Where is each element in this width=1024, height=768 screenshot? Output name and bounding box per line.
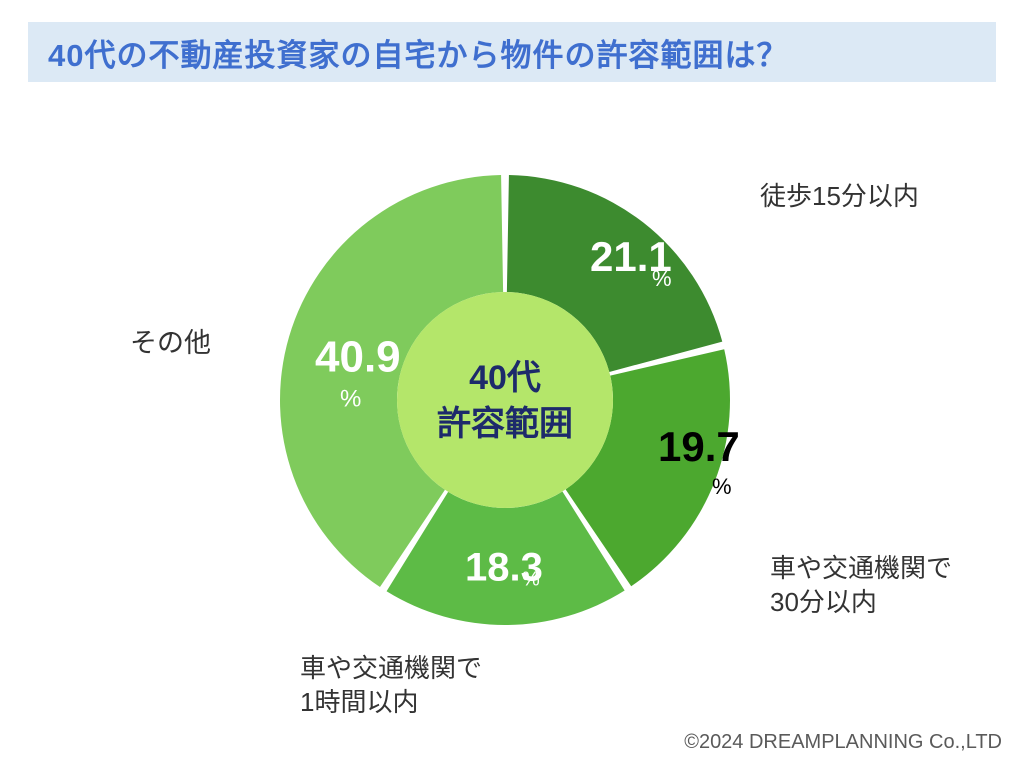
slice-label-2-0: 車や交通機関で [300,653,482,683]
slice-label-3-0: その他 [130,328,211,358]
slice-label-0-0: 徒歩15分以内 [760,181,919,211]
donut-chart: 40代許容範囲21.1%徒歩15分以内19.7%車や交通機関で30分以内18.3… [0,0,1024,768]
slice-label-2-1: 1時間以内 [300,687,418,717]
copyright: ©2024 DREAMPLANNING Co.,LTD [684,731,1002,754]
slice-value-1: 19.7 [658,423,740,470]
center-label-1: 40代 [469,359,541,397]
slice-label-1-0: 車や交通機関で [770,553,952,583]
center-circle [397,292,613,508]
center-label-2: 許容範囲 [437,405,573,443]
slice-value-3: 40.9 [315,333,401,382]
slice-pct-3: % [340,385,361,412]
slice-pct-2: % [522,568,540,590]
slice-pct-1: % [712,474,732,499]
slice-label-1-1: 30分以内 [770,587,877,617]
slice-pct-0: % [652,266,672,291]
